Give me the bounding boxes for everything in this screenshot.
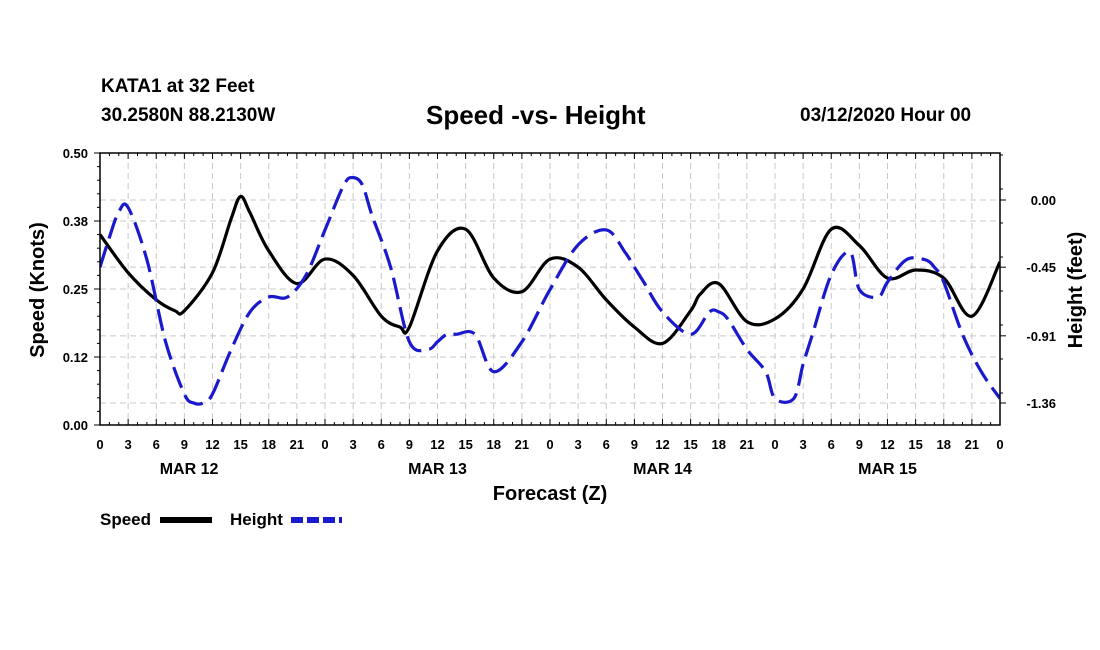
legend-height-label: Height xyxy=(230,510,283,529)
height-series-line xyxy=(100,175,1000,406)
series-layer xyxy=(100,175,1000,406)
y-tick-label: 0.12 xyxy=(63,350,88,365)
x-tick-label: 18 xyxy=(487,437,501,452)
y2-axis-title: Height (feet) xyxy=(1065,232,1087,349)
x-tick-label: 15 xyxy=(908,437,922,452)
y-axis-title: Speed (Knots) xyxy=(27,222,49,358)
x-axis-title: Forecast (Z) xyxy=(493,483,607,505)
y-tick-label: 0.25 xyxy=(63,282,88,297)
label-layer: 0 3 6 9 12 15 18 21 0 3 6 9 12 15 18 21 0 3 6 9 12 15 18 21 0 3 6 9… xyxy=(63,146,1056,478)
x-tick-label: 21 xyxy=(740,437,754,452)
forecast-run-time: 03/12/2020 Hour 00 xyxy=(800,105,972,126)
x-tick-label: 18 xyxy=(937,437,951,452)
x-tick-label: 6 xyxy=(378,437,385,452)
tick-layer xyxy=(94,152,1006,426)
x-tick-label: 12 xyxy=(655,437,669,452)
x-tick-label: 12 xyxy=(880,437,894,452)
x-tick-label: 21 xyxy=(290,437,304,452)
x-tick-label: 0 xyxy=(771,437,778,452)
day-label: MAR 12 xyxy=(160,461,219,478)
y2-tick-label: -1.36 xyxy=(1026,396,1056,411)
x-tick-label: 12 xyxy=(205,437,219,452)
day-label: MAR 14 xyxy=(633,461,692,478)
x-tick-label: 6 xyxy=(603,437,610,452)
x-tick-label: 0 xyxy=(96,437,103,452)
y-tick-label: 0.38 xyxy=(63,214,88,229)
station-label: KATA1 at 32 Feet xyxy=(101,76,255,97)
x-tick-label: 6 xyxy=(153,437,160,452)
x-tick-label: 9 xyxy=(406,437,413,452)
chart-title: Speed -vs- Height xyxy=(426,100,646,130)
x-tick-label: 21 xyxy=(965,437,979,452)
legend-speed-label: Speed xyxy=(100,510,151,529)
station-coordinates: 30.2580N 88.2130W xyxy=(101,105,276,126)
speed-series-line xyxy=(100,194,1000,346)
x-tick-label: 21 xyxy=(515,437,529,452)
x-tick-label: 0 xyxy=(321,437,328,452)
x-tick-label: 18 xyxy=(262,437,276,452)
day-label: MAR 13 xyxy=(408,461,467,478)
y-tick-label: 0.00 xyxy=(63,418,88,433)
x-tick-label: 0 xyxy=(546,437,553,452)
x-tick-label: 15 xyxy=(683,437,697,452)
x-tick-label: 3 xyxy=(575,437,582,452)
x-tick-label: 15 xyxy=(233,437,247,452)
x-tick-label: 3 xyxy=(350,437,357,452)
y-tick-label: 0.50 xyxy=(63,146,88,161)
x-tick-label: 0 xyxy=(996,437,1003,452)
x-tick-label: 9 xyxy=(181,437,188,452)
x-tick-label: 3 xyxy=(800,437,807,452)
y2-tick-label: -0.91 xyxy=(1026,329,1056,344)
x-tick-label: 18 xyxy=(712,437,726,452)
x-tick-label: 6 xyxy=(828,437,835,452)
x-tick-label: 9 xyxy=(856,437,863,452)
day-label: MAR 15 xyxy=(858,461,917,478)
x-tick-label: 9 xyxy=(631,437,638,452)
x-tick-label: 12 xyxy=(430,437,444,452)
x-tick-label: 3 xyxy=(125,437,132,452)
x-tick-label: 15 xyxy=(458,437,472,452)
y2-tick-label: 0.00 xyxy=(1031,193,1056,208)
legend: Speed Height xyxy=(100,510,342,529)
y2-tick-label: -0.45 xyxy=(1026,260,1056,275)
